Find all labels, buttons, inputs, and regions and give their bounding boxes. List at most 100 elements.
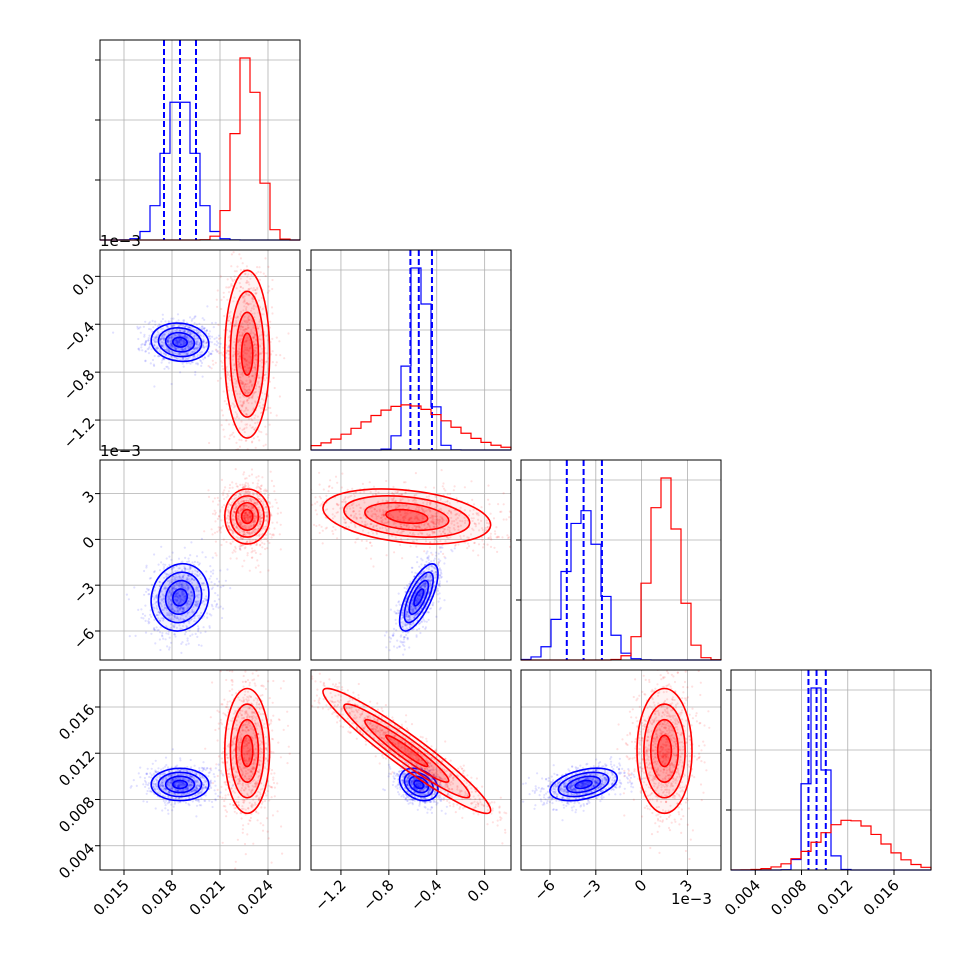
density-fill <box>241 509 253 524</box>
contour-line-series-0 <box>172 588 189 607</box>
density-fill <box>236 312 259 397</box>
density-fill <box>413 589 424 606</box>
x-tick-label: −3 <box>576 876 604 904</box>
y-offset-label: 1e−3 <box>100 232 141 250</box>
contour-line-series-1 <box>229 495 265 538</box>
y-tick-label: −1.2 <box>60 414 98 452</box>
density-fill <box>230 704 264 798</box>
contour-line-series-0 <box>403 771 434 798</box>
panel-frame <box>99 459 301 661</box>
density-fill <box>404 572 434 623</box>
x-tick-label: 0.0 <box>464 876 494 906</box>
contour-line-series-0 <box>164 775 196 794</box>
contour-line-series-1 <box>235 501 260 532</box>
contour-line-series-0 <box>408 775 430 794</box>
hist-panel-0 <box>95 39 301 241</box>
density-fill <box>241 333 253 376</box>
x-axis-3: 0.004 0.008 0.012 0.016 <box>721 870 903 919</box>
x-tick-label: −6 <box>530 876 558 904</box>
panel-frame <box>310 459 512 661</box>
panel-frame <box>99 249 301 451</box>
density-fill <box>637 688 692 814</box>
contour-line-series-1 <box>322 687 492 815</box>
contour-line-series-1 <box>385 508 429 525</box>
x-tick-label: 0.018 <box>138 876 181 919</box>
contour-line-series-0 <box>549 767 618 802</box>
contour-line-series-1 <box>235 718 260 783</box>
y-tick-label: 0.012 <box>55 747 98 790</box>
contour-line-series-0 <box>408 579 430 615</box>
contour-line-series-0 <box>157 571 203 624</box>
contour-line-series-0 <box>413 588 425 607</box>
x-tick-label: 0.008 <box>767 876 810 919</box>
scatter-panel-3-2 <box>520 669 722 871</box>
panel-frame <box>99 39 301 241</box>
hist-panel-2 <box>516 459 722 661</box>
y-tick-label: 0.008 <box>55 793 98 836</box>
scatter-panel-2-1 <box>310 459 512 661</box>
scatter-panel-1-0: 0.0 −0.4 −0.8 −1.2 1e−3 <box>60 232 301 452</box>
x-tick-label: 0.024 <box>234 876 277 919</box>
density-fill <box>657 735 672 767</box>
panel-frame <box>99 669 301 871</box>
density-fill <box>172 780 188 789</box>
histogram-series-1 <box>730 819 932 871</box>
contour-line-series-1 <box>643 703 686 799</box>
contour-line-series-0 <box>164 331 196 353</box>
contour-line-series-1 <box>240 508 254 525</box>
density-fill <box>558 772 609 797</box>
x-axis-2: 30−3−6 1e−3 <box>530 870 712 908</box>
x-axis-1: 0.0 −0.4 −0.8 −1.2 <box>311 870 493 915</box>
contour-line-series-1 <box>343 495 471 538</box>
contour-line-series-1 <box>224 687 271 815</box>
density-fill <box>236 719 259 783</box>
density-fill <box>236 502 259 531</box>
contour-line-series-0 <box>398 767 439 802</box>
contour-line-series-0 <box>398 563 439 632</box>
density-fill <box>385 509 428 524</box>
density-fill <box>409 776 429 793</box>
density-fill <box>364 502 449 531</box>
density-fill <box>230 291 264 418</box>
y-tick-label: 0.016 <box>55 701 98 744</box>
y-tick-label: 0 <box>79 533 98 552</box>
x-axis-0: 0.015 0.018 0.021 0.024 <box>90 870 277 919</box>
y-tick-label: −0.4 <box>60 318 98 356</box>
contour-line-series-1 <box>343 703 471 799</box>
x-tick-label: 0.012 <box>813 876 856 919</box>
contour-line-series-1 <box>385 734 429 768</box>
panel-frame <box>520 459 722 661</box>
panel-frame <box>310 669 512 871</box>
contour-line-series-1 <box>235 311 260 397</box>
contour-line-series-0 <box>566 775 602 794</box>
density-fill <box>172 337 188 348</box>
hist-panel-3 <box>726 669 932 871</box>
contour-line-series-0 <box>157 327 203 358</box>
density-fill <box>224 489 270 544</box>
density-fill <box>224 688 270 814</box>
y-tick-label: −0.8 <box>60 366 98 404</box>
contour-line-series-1 <box>656 734 673 768</box>
contour-line-series-0 <box>150 767 210 802</box>
x-tick-label: −0.8 <box>359 876 397 914</box>
histogram-series-1 <box>100 57 301 241</box>
contour-line-series-0 <box>157 771 203 798</box>
y-offset-label: 1e−3 <box>100 442 141 460</box>
density-fill <box>322 489 491 544</box>
contour-line-series-0 <box>150 322 210 363</box>
contour-line-series-1 <box>223 269 271 439</box>
histogram-series-1 <box>310 404 512 450</box>
density-fill <box>165 580 195 615</box>
density-fill <box>550 768 618 801</box>
scatter-panel-2-0: 3 0 −3 −6 1e−3 <box>70 442 301 661</box>
contour-line-series-0 <box>574 779 593 790</box>
panel-frame <box>730 669 932 871</box>
y-tick-label: 0.0 <box>69 270 99 300</box>
contour-line-series-1 <box>229 703 265 799</box>
contour-line-series-1 <box>223 488 271 545</box>
panel-frame <box>310 249 512 451</box>
contour-line-series-1 <box>229 290 265 418</box>
y-tick-label: −3 <box>70 579 98 607</box>
density-fill <box>172 589 188 606</box>
